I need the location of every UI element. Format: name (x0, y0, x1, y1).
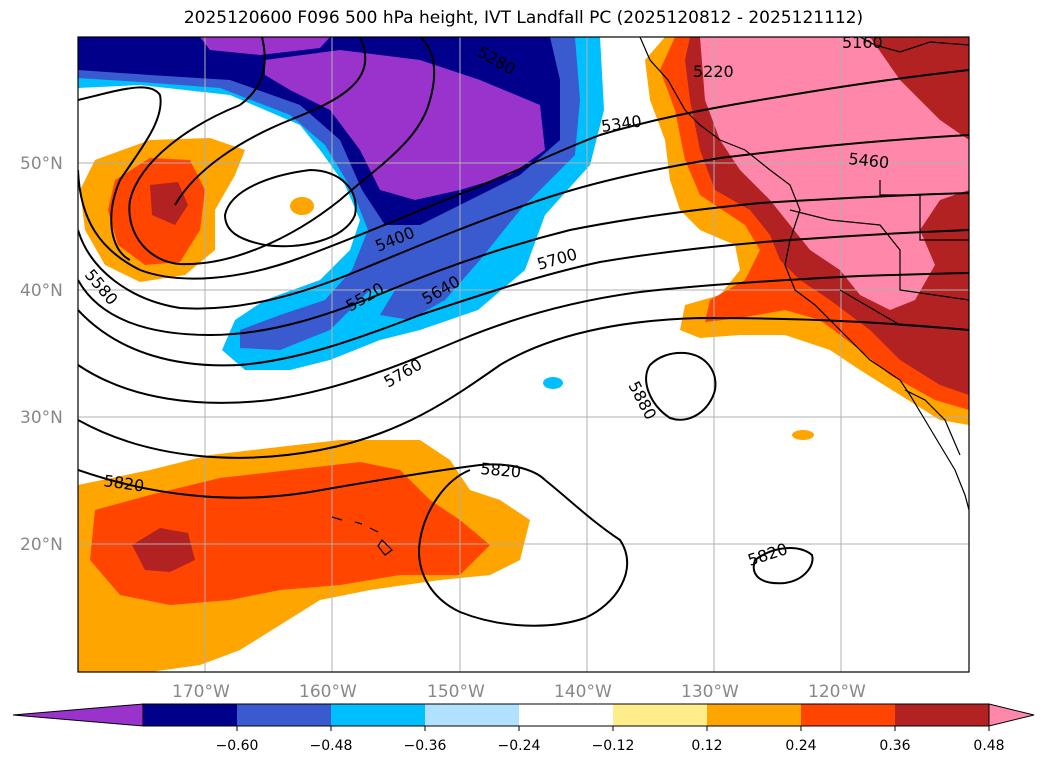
colorbar-tick-label: −0.36 (404, 738, 447, 754)
colorbar-tick-label: −0.24 (498, 738, 541, 754)
contour-label-5220: 5220 (693, 62, 734, 81)
ivt-positive-speck (792, 430, 814, 440)
colorbar-tick-label: −0.12 (592, 738, 635, 754)
ivt-positive-west-dark (150, 182, 188, 225)
colorbar-frame (142, 703, 990, 727)
graticule (78, 37, 969, 672)
ivt-negative-speck (543, 377, 563, 389)
lon-label-130w: 130°W (681, 682, 739, 702)
colorbar-segment (519, 704, 614, 726)
lon-label-160w: 160°W (299, 682, 357, 702)
lat-label-30n: 30°N (20, 408, 63, 428)
colorbar: −0.60 −0.48 −0.36 −0.24 −0.12 0.12 0.24 0.36 0.4… (12, 703, 1035, 754)
colorbar-tick-label: −0.60 (216, 738, 259, 754)
colorbar-tick-label: −0.48 (310, 738, 353, 754)
lon-label-140w: 140°W (554, 682, 612, 702)
map-title: 2025120600 F096 500 hPa height, IVT Land… (183, 8, 864, 28)
lat-label-40n: 40°N (20, 281, 63, 301)
latitude-labels: 50°N 40°N 30°N 20°N (20, 154, 63, 555)
contour-label-5820-central: 5820 (480, 459, 522, 481)
lon-label-170w: 170°W (172, 682, 230, 702)
contour-label-5460: 5460 (848, 149, 890, 172)
contour-label-5160: 5160 (842, 33, 883, 52)
colorbar-extend-low (12, 703, 144, 727)
colorbar-tick-label: 0.48 (973, 738, 1004, 754)
ivt-positive-east-pink (700, 37, 969, 310)
lon-label-150w: 150°W (427, 682, 485, 702)
colorbar-tick-label: 0.24 (785, 738, 816, 754)
map-frame (77, 36, 970, 673)
ivt-negative-purple-north (200, 37, 330, 55)
longitude-labels: 170°W 160°W 150°W 140°W 130°W 120°W (172, 682, 866, 702)
colorbar-segment (143, 704, 238, 726)
ivt-positive-dot (290, 197, 314, 215)
colorbar-segment (895, 704, 990, 726)
colorbar-segment (425, 704, 520, 726)
ivt-shading (78, 37, 969, 672)
colorbar-extend-high (988, 703, 1035, 727)
ivt-positive-south-dark (132, 528, 195, 572)
lat-label-20n: 20°N (20, 535, 63, 555)
colorbar-tick-label: 0.36 (879, 738, 910, 754)
colorbar-tick-label: 0.12 (691, 738, 722, 754)
colorbar-segment (707, 704, 802, 726)
colorbar-segment (613, 704, 708, 726)
lat-label-50n: 50°N (20, 154, 63, 174)
colorbar-segment (331, 704, 426, 726)
colorbar-segment (237, 704, 332, 726)
lon-label-120w: 120°W (808, 682, 866, 702)
height-contours (78, 37, 969, 627)
colorbar-segment (801, 704, 896, 726)
ivt-positive-south-red (90, 462, 490, 605)
